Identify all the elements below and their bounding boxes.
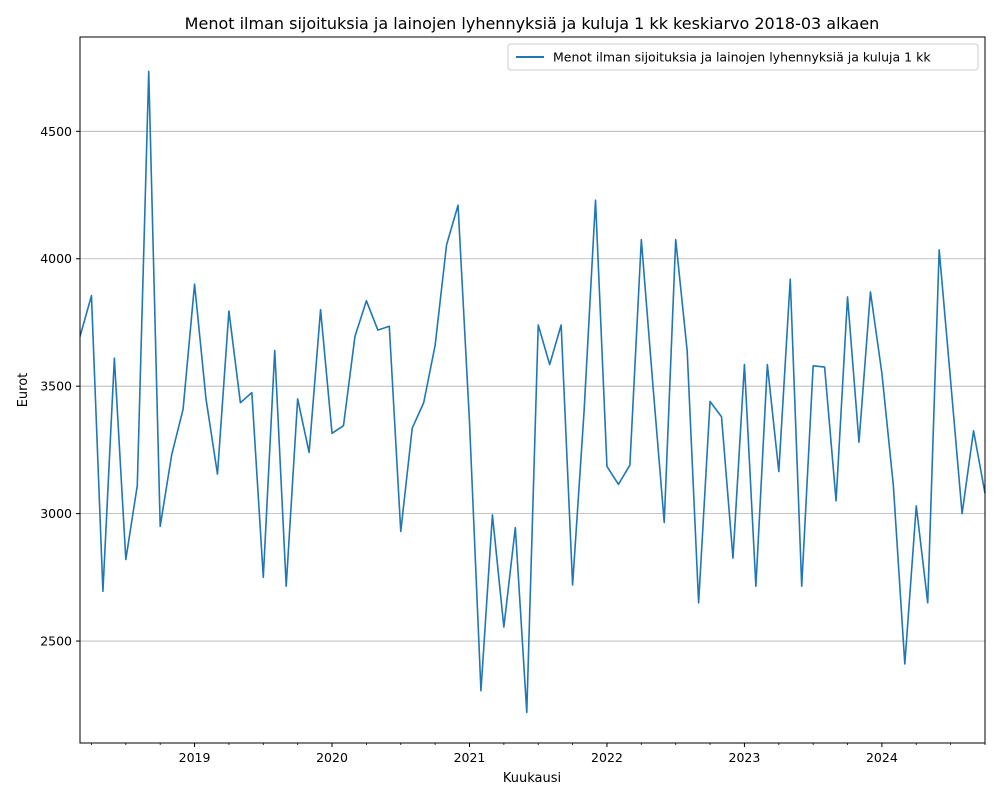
y-tick-label: 4000 [40,251,72,266]
legend-box [507,43,979,71]
x-tick-label: 2022 [591,750,623,765]
x-tick-label: 2020 [316,750,348,765]
y-tick-label: 2500 [40,634,72,649]
x-tick-label: 2019 [179,750,211,765]
plot-area-frame [79,36,986,744]
x-axis-label: Kuukausi [503,771,561,786]
series-layer [79,70,986,714]
y-tick-label: 3500 [40,379,72,394]
y-axis-ticks: 2500 3000 3500 4000 4500 [40,124,80,649]
y-axis-label: Eurot [16,373,31,408]
series-line [79,70,986,714]
x-tick-label: 2021 [454,750,486,765]
legend-entry-label: Menot ilman sijoituksia ja lainojen lyhe… [553,50,931,65]
y-tick-label: 4500 [40,124,72,139]
x-axis-ticks: 2019 2020 2021 2022 2023 2024 [91,743,986,765]
x-tick-label: 2024 [866,750,898,765]
legend: Menot ilman sijoituksia ja lainojen lyhe… [507,43,979,71]
chart-title: Menot ilman sijoituksia ja lainojen lyhe… [185,14,880,33]
y-tick-label: 3000 [40,506,72,521]
x-tick-label: 2023 [729,750,761,765]
